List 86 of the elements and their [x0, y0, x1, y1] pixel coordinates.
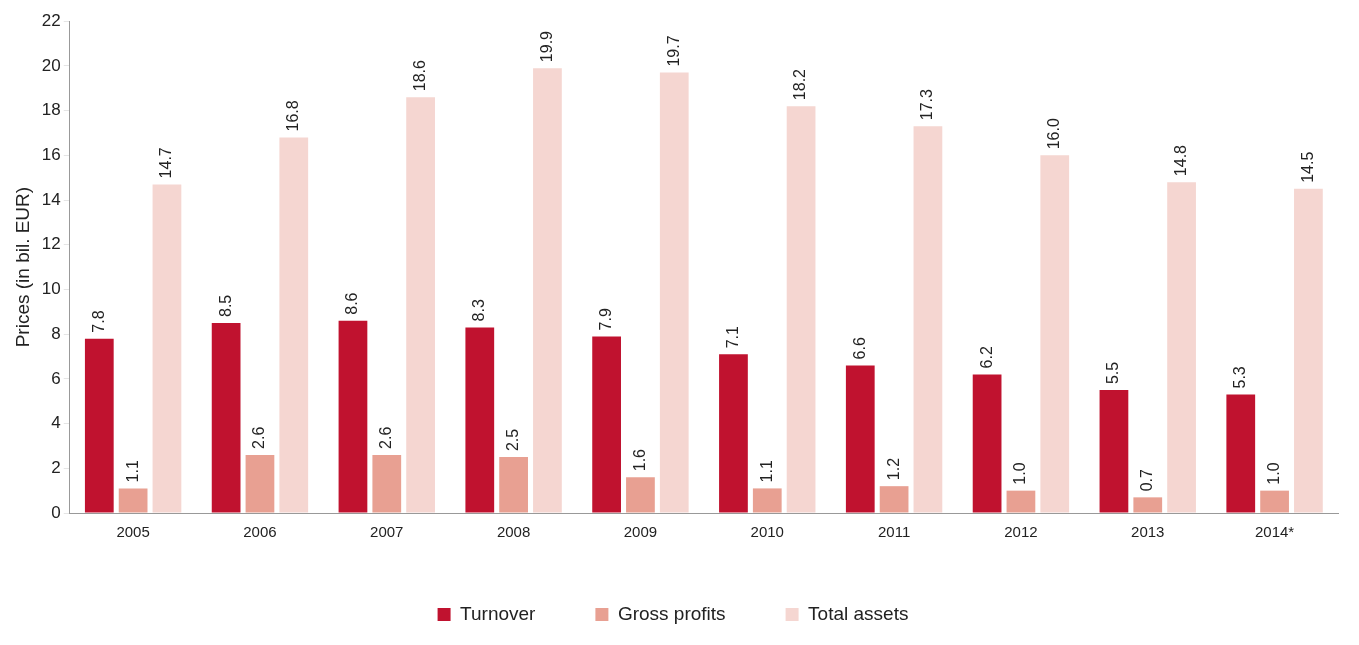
legend-label: Gross profits	[617, 602, 726, 624]
data-label: 2.5	[504, 428, 522, 452]
bar	[752, 488, 782, 513]
data-label: 6.6	[850, 337, 868, 360]
bar	[118, 488, 148, 513]
bar	[1006, 490, 1036, 513]
data-label: 1.1	[123, 460, 141, 483]
y-tick-label: 18	[41, 100, 61, 120]
bar	[845, 365, 875, 513]
bar	[972, 374, 1002, 513]
data-label: 2.6	[377, 426, 395, 449]
bar	[465, 327, 495, 513]
y-tick-label: 20	[41, 55, 61, 75]
data-label: 16.8	[284, 100, 302, 132]
bar	[626, 477, 655, 513]
data-label: 1.0	[1264, 462, 1282, 485]
bar	[211, 322, 241, 513]
data-label: 8.5	[216, 294, 234, 317]
data-label: 7.1	[723, 325, 741, 349]
y-tick-label: 2	[51, 457, 61, 477]
data-label: 18.6	[411, 59, 429, 92]
data-label: 14.5	[1298, 151, 1316, 183]
data-label: 8.6	[343, 292, 361, 315]
bar	[1167, 182, 1196, 513]
y-axis-title: Prices (in bil. EUR)	[11, 186, 33, 348]
data-label: 7.8	[89, 310, 107, 333]
bar	[499, 457, 528, 513]
y-tick-label: 22	[41, 10, 61, 30]
bar	[719, 354, 748, 513]
bar	[245, 454, 275, 513]
bar	[659, 72, 689, 513]
bar	[406, 97, 435, 513]
bar	[1260, 490, 1289, 513]
y-tick-label: 10	[41, 279, 61, 299]
x-tick-label: 2012	[1004, 523, 1038, 541]
data-label: 0.7	[1138, 469, 1156, 492]
data-label: 2.6	[250, 426, 268, 449]
data-label: 17.3	[918, 89, 936, 121]
x-tick-label: 2010	[750, 523, 784, 541]
bar	[152, 184, 182, 513]
y-tick-label: 4	[51, 413, 61, 433]
data-label: 8.3	[470, 299, 488, 322]
data-label: 14.7	[157, 147, 175, 179]
bar	[786, 106, 816, 513]
data-label: 1.1	[757, 460, 775, 483]
bar	[592, 336, 621, 513]
data-label: 6.2	[977, 346, 995, 369]
data-label: 7.9	[597, 308, 615, 331]
bar	[533, 68, 562, 513]
bar	[84, 338, 114, 513]
x-tick-label: 2007	[370, 523, 404, 541]
bar	[1040, 155, 1070, 513]
legend-label: Total assets	[808, 602, 909, 624]
bar	[1226, 394, 1256, 513]
data-label: 1.0	[1011, 462, 1029, 485]
y-tick-label: 8	[51, 323, 61, 343]
data-label: 18.2	[791, 68, 809, 101]
bar	[1099, 390, 1129, 513]
bar	[1294, 188, 1323, 513]
y-tick-label: 6	[51, 368, 61, 388]
y-tick-label: 14	[41, 189, 61, 209]
bar	[372, 454, 402, 513]
x-tick-label: 2011	[877, 523, 911, 541]
data-label: 5.3	[1231, 366, 1249, 389]
y-tick-label: 16	[41, 145, 61, 165]
data-label: 1.2	[884, 457, 902, 481]
bar	[279, 137, 309, 513]
bar	[879, 486, 909, 513]
bar	[1133, 497, 1163, 513]
x-tick-label: 2013	[1131, 523, 1165, 541]
data-label: 16.0	[1045, 118, 1063, 150]
x-tick-label: 2009	[623, 523, 658, 541]
bar	[338, 320, 368, 513]
data-label: 19.7	[664, 35, 682, 67]
data-label: 5.5	[1104, 361, 1122, 385]
y-tick-label: 12	[41, 234, 61, 254]
data-label: 14.8	[1171, 144, 1189, 177]
legend-label: Turnover	[460, 602, 537, 624]
x-tick-label: 2008	[496, 523, 531, 541]
y-tick-label: 0	[51, 502, 61, 522]
x-tick-label: 2005	[116, 523, 150, 541]
x-tick-label: 2006	[243, 523, 277, 541]
x-tick-label: 2014*	[1254, 523, 1295, 541]
data-label: 19.9	[537, 30, 555, 63]
bar	[913, 126, 943, 513]
data-label: 1.6	[630, 448, 648, 472]
